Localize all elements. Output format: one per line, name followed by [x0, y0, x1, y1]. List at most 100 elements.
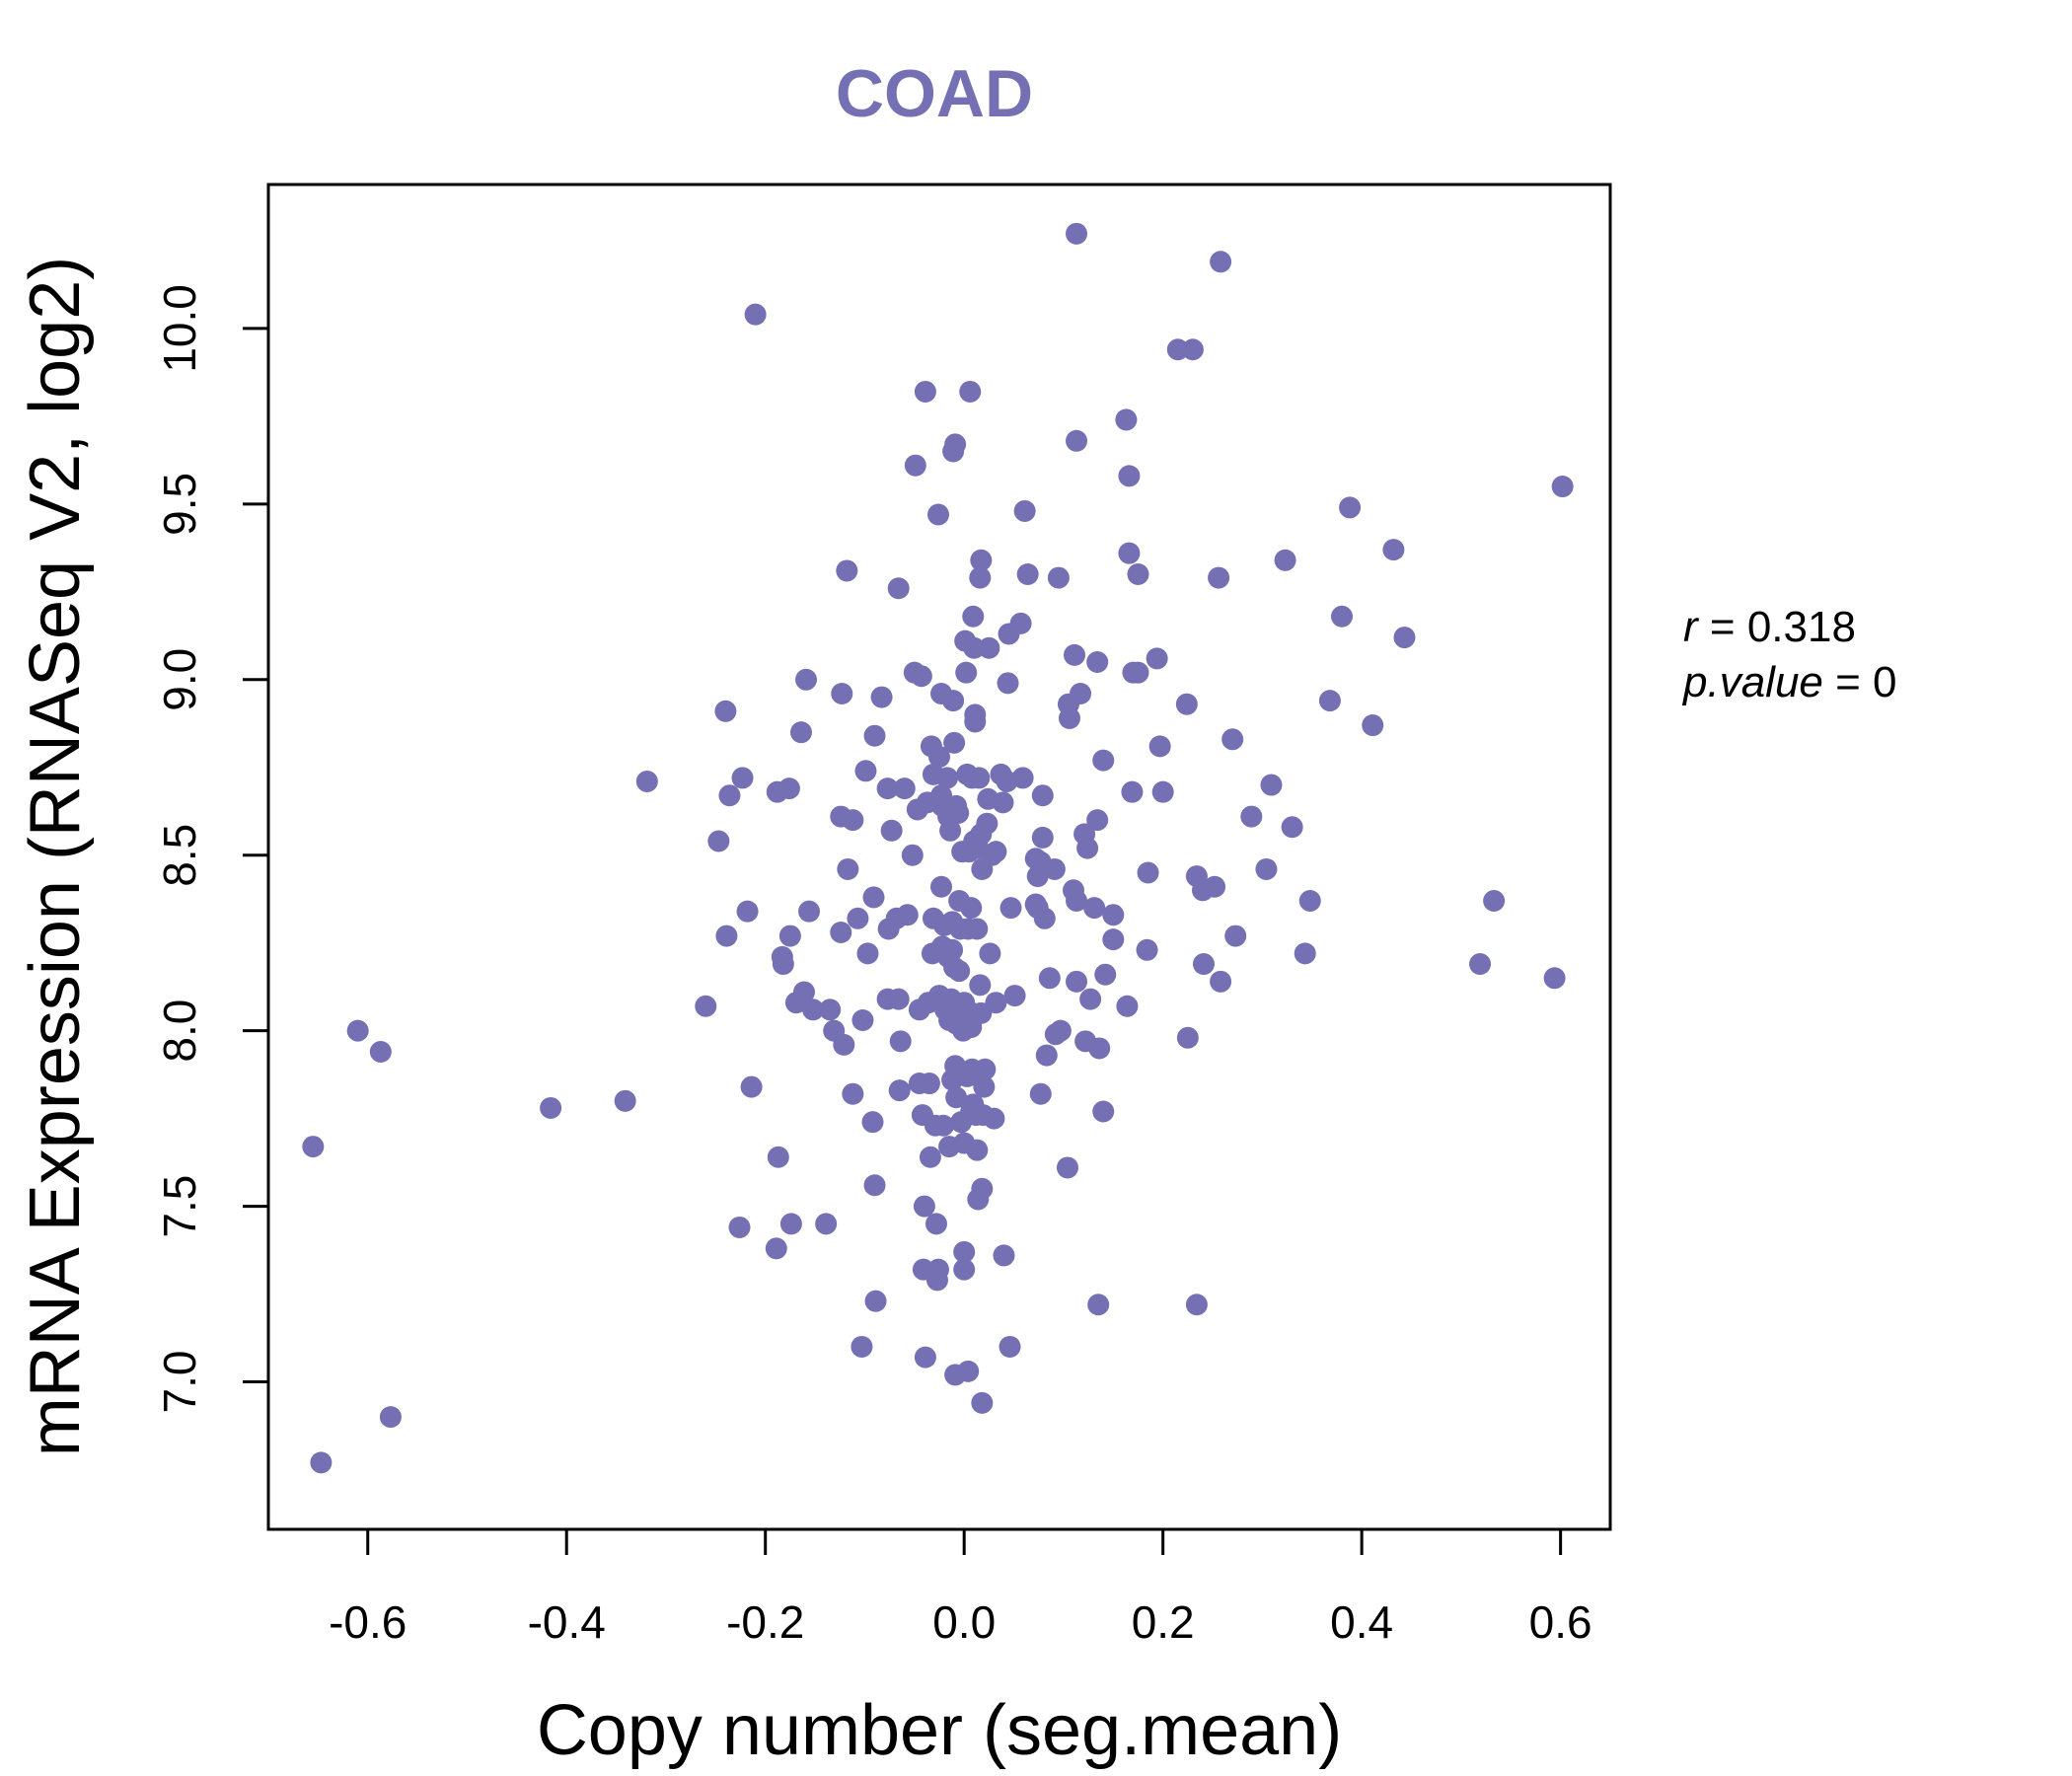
data-point	[830, 922, 852, 944]
data-point	[919, 1146, 941, 1168]
data-point	[979, 942, 1001, 965]
data-point	[942, 690, 965, 712]
data-point	[1094, 963, 1117, 986]
data-point	[914, 380, 936, 403]
x-axis-title: Copy number (seg.mean)	[537, 1691, 1342, 1770]
data-point	[1331, 605, 1353, 628]
data-point	[695, 995, 717, 1017]
data-point	[957, 1360, 980, 1382]
data-point	[1076, 837, 1099, 859]
data-point	[1185, 1294, 1208, 1316]
data-point	[1086, 809, 1109, 832]
r-value: 0.318	[1747, 603, 1856, 651]
data-point	[876, 777, 899, 800]
data-point	[379, 1406, 402, 1429]
data-point	[971, 1177, 994, 1200]
x-axis: -0.6 -0.4 -0.2 0.0 0.2 0.4 0.6	[329, 1527, 1592, 1648]
data-point	[955, 661, 978, 684]
data-point	[863, 724, 886, 747]
data-point	[1087, 1294, 1110, 1316]
data-point	[836, 559, 858, 582]
data-point	[1092, 749, 1115, 772]
data-point	[1066, 970, 1088, 993]
data-point	[1049, 1019, 1072, 1042]
data-point	[928, 746, 950, 769]
data-point	[1151, 780, 1174, 803]
data-point	[718, 784, 741, 807]
data-point	[798, 900, 821, 923]
data-point	[997, 672, 1019, 695]
data-point	[1210, 970, 1232, 993]
data-point	[960, 897, 983, 920]
x-tick-label: 0.0	[932, 1596, 996, 1648]
data-point	[1013, 499, 1036, 522]
data-point	[887, 988, 910, 1010]
data-point	[1009, 612, 1032, 634]
r-label: r	[1683, 603, 1700, 651]
data-point	[540, 1096, 562, 1119]
data-point	[744, 303, 767, 326]
data-point	[1294, 942, 1316, 965]
data-point	[983, 1107, 1005, 1130]
data-point	[1102, 904, 1125, 926]
data-point	[346, 1019, 369, 1042]
data-point	[889, 1030, 912, 1053]
data-point	[880, 819, 903, 842]
data-point	[913, 1195, 935, 1218]
data-point	[1083, 897, 1106, 920]
data-point	[1224, 925, 1247, 947]
data-point	[993, 1244, 1015, 1267]
data-point	[740, 1075, 763, 1098]
data-point	[901, 844, 924, 866]
data-point	[1274, 549, 1296, 571]
data-point	[1031, 784, 1054, 807]
data-point	[947, 802, 970, 825]
data-point	[925, 1213, 947, 1235]
data-point	[1260, 774, 1283, 796]
data-point	[714, 700, 737, 722]
p-value: 0	[1873, 658, 1896, 706]
data-point	[1035, 1044, 1058, 1067]
data-point	[1058, 706, 1080, 729]
data-point	[936, 767, 959, 789]
data-point	[1066, 222, 1088, 245]
data-point	[887, 577, 910, 600]
data-point	[1318, 690, 1341, 712]
x-tick-label: 0.6	[1529, 1596, 1592, 1648]
data-point	[971, 1391, 994, 1414]
data-point	[1003, 985, 1026, 1007]
data-point	[910, 665, 932, 688]
data-point	[973, 1075, 996, 1098]
data-point	[777, 777, 800, 800]
p-value-statistic: p.value = 0	[1681, 658, 1897, 706]
data-point	[1011, 767, 1034, 789]
data-point	[1118, 465, 1141, 487]
data-point	[1137, 861, 1159, 884]
data-point	[918, 1073, 940, 1095]
data-point	[815, 1213, 838, 1235]
data-point	[1031, 826, 1054, 849]
data-point	[953, 1258, 976, 1281]
data-point	[968, 767, 991, 789]
data-point	[847, 907, 869, 929]
data-point	[992, 791, 1014, 814]
data-point	[970, 549, 993, 571]
data-point	[941, 938, 964, 961]
data-point	[1121, 780, 1144, 803]
data-point	[962, 605, 985, 628]
data-point	[999, 1335, 1021, 1358]
data-point	[945, 1086, 968, 1109]
data-point	[969, 566, 992, 589]
data-point	[932, 1114, 955, 1137]
data-point	[1136, 938, 1158, 961]
data-point	[1146, 647, 1168, 670]
data-point	[802, 999, 825, 1021]
data-point	[851, 1335, 873, 1358]
data-point	[819, 999, 842, 1021]
x-tick-label: -0.4	[528, 1596, 606, 1648]
data-point	[1176, 1026, 1199, 1049]
data-point	[842, 1082, 864, 1105]
data-point	[969, 974, 992, 997]
x-tick-label: 0.4	[1330, 1596, 1393, 1648]
